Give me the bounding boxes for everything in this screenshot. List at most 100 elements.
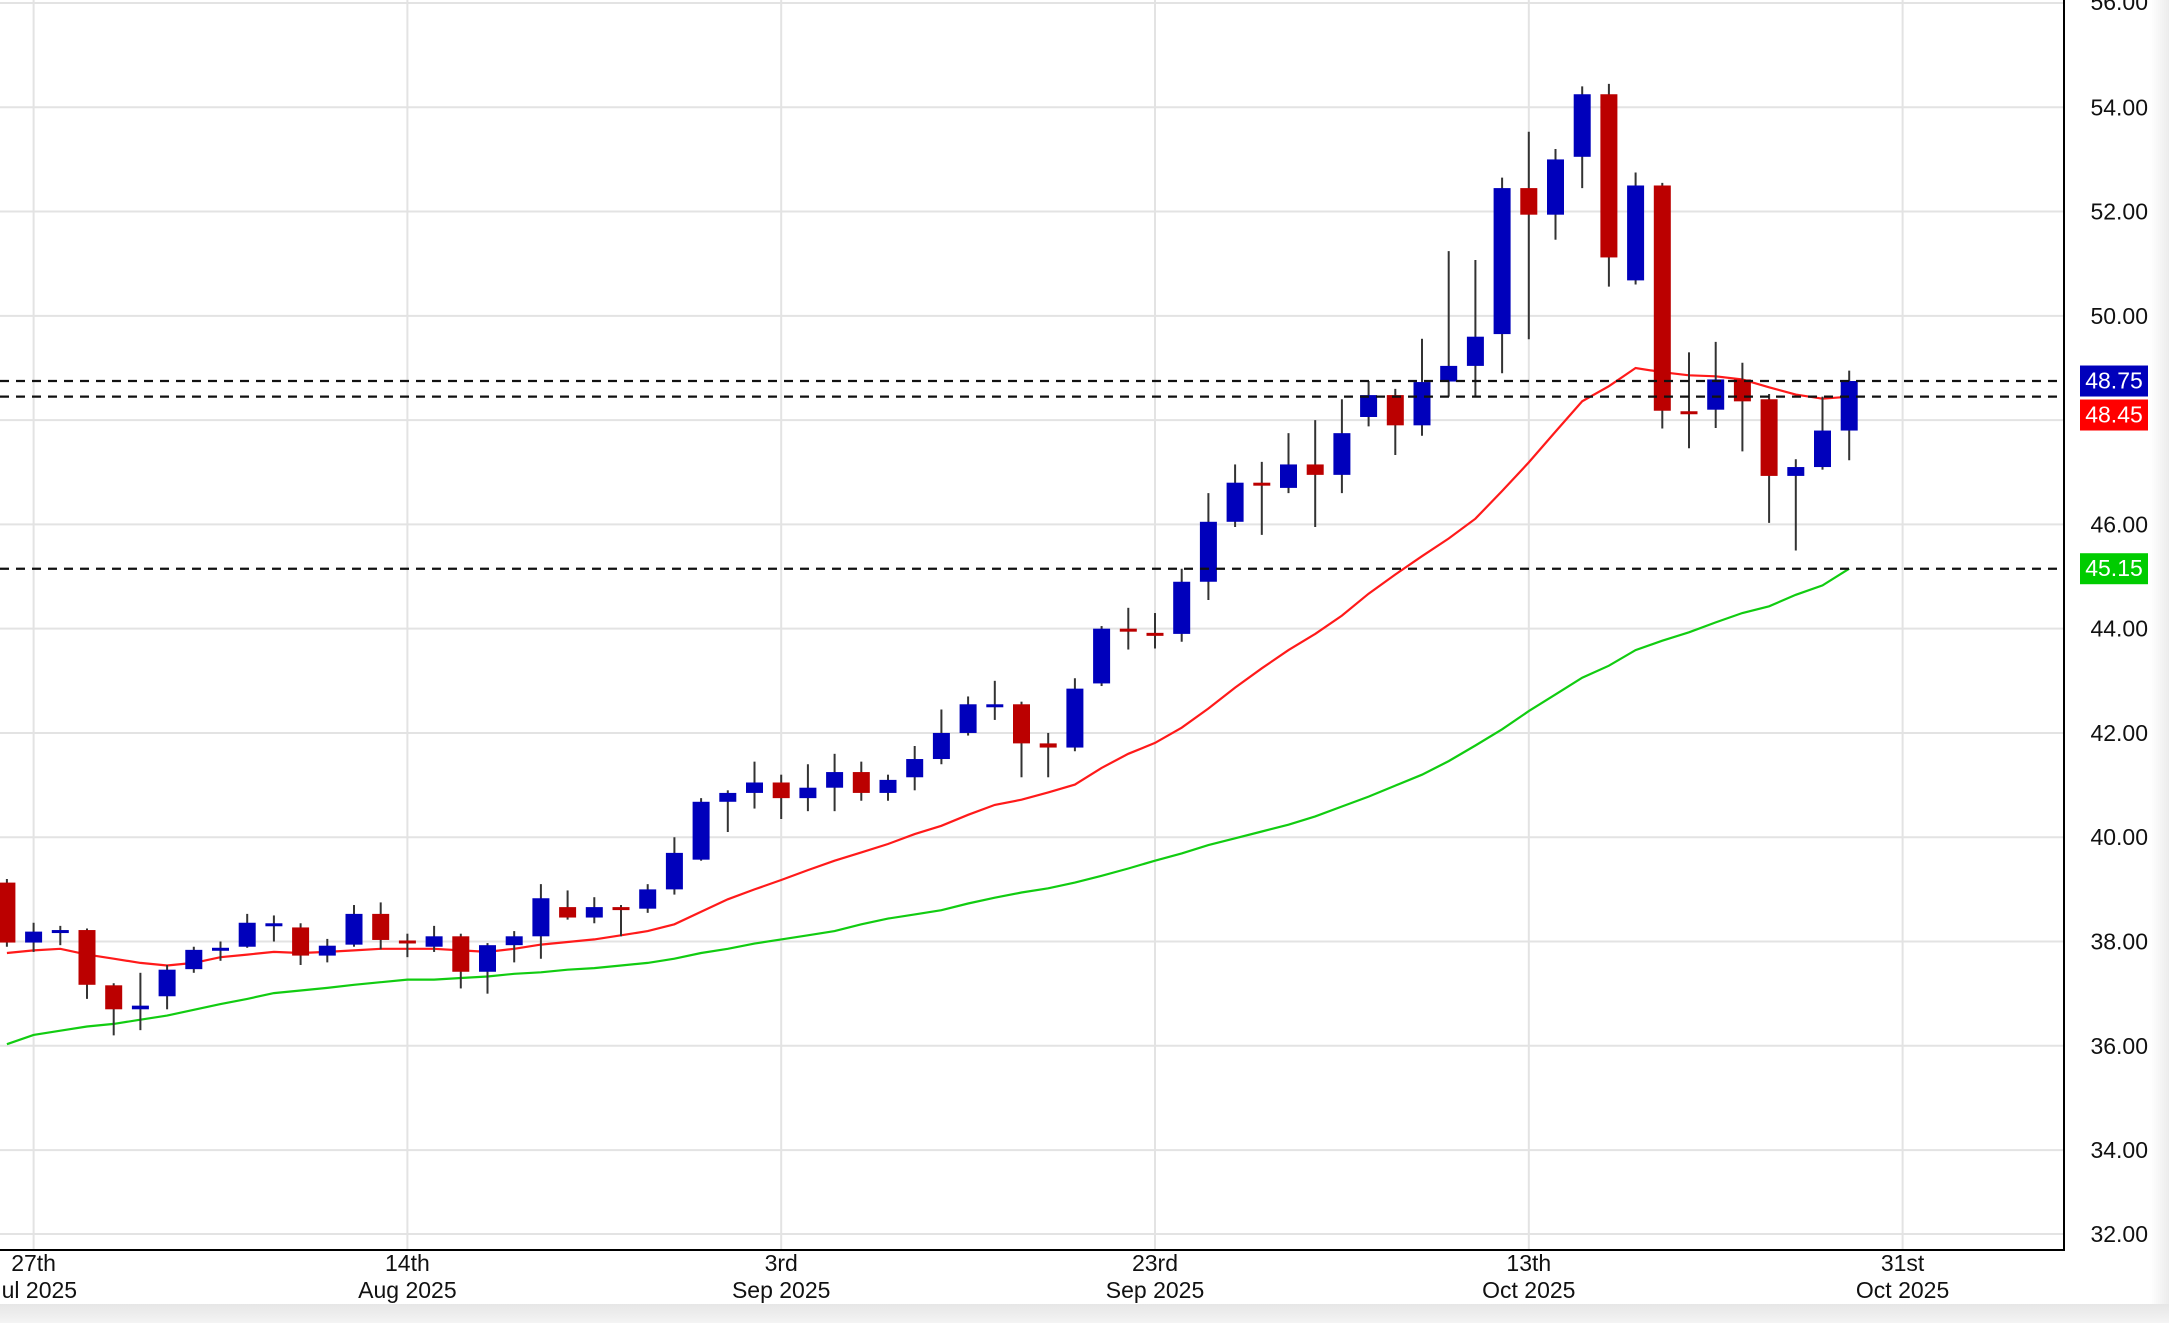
- candle-body-down: [398, 940, 416, 944]
- candle-body-up: [131, 1005, 149, 1010]
- candle-body-down: [1013, 704, 1030, 744]
- x-tick-day: 27th: [11, 1250, 56, 1276]
- candle-body-up: [1173, 581, 1191, 634]
- price-tag-2: [2080, 399, 2148, 431]
- y-tick-label: 32.00: [2090, 1221, 2148, 1247]
- candle-body-down: [1119, 628, 1137, 632]
- price-tag-3: [2080, 553, 2148, 585]
- x-tick-day: 3rd: [765, 1250, 798, 1276]
- candle-body-down: [1600, 94, 1618, 258]
- y-tick-label: 54.00: [2090, 94, 2148, 120]
- right-border: [2150, 0, 2169, 1304]
- candle-body-up: [1333, 433, 1351, 475]
- y-tick-label: 56.00: [2090, 0, 2148, 15]
- candle-body-up: [986, 704, 1004, 708]
- candle-body-up: [1280, 464, 1297, 488]
- candle-body-down: [1653, 185, 1671, 411]
- y-axis-labels: 56.00 54.00 52.00 50.00 46.00 44.00 42.00 40.00…: [2090, 0, 2148, 1247]
- x-tick-day: 13th: [1506, 1250, 1551, 1276]
- candle-body-up: [665, 852, 683, 890]
- candle-body-up: [719, 792, 737, 802]
- candle-body-up: [1573, 94, 1591, 157]
- candle-body-up: [692, 801, 710, 860]
- candle-body-down: [1253, 482, 1271, 486]
- candle-body-up: [345, 913, 363, 945]
- x-tick-month: Oct 2025: [1482, 1277, 1575, 1303]
- candle-body-up: [212, 947, 229, 951]
- candle-body-up: [479, 945, 496, 972]
- y-tick-label: 52.00: [2090, 199, 2148, 225]
- candle-body-up: [1199, 521, 1217, 582]
- y-tick-label: 50.00: [2090, 303, 2148, 329]
- candle-body-down: [1520, 188, 1538, 215]
- candle-body-down: [1146, 632, 1164, 636]
- candle-body-down: [78, 930, 96, 985]
- price-level-lines: [0, 379, 2064, 570]
- gridlines: [0, 0, 2064, 1250]
- price-tag-label: 48.45: [2085, 402, 2143, 428]
- candle-body-up: [532, 898, 550, 937]
- x-tick-month: Sep 2025: [732, 1277, 830, 1303]
- candle-body-up: [959, 704, 977, 733]
- candle-body-up: [318, 945, 336, 956]
- y-tick-label: 40.00: [2090, 824, 2148, 850]
- x-tick-day: 31st: [1881, 1250, 1925, 1276]
- candle-body-up: [1627, 185, 1645, 281]
- price-tag-1: [2080, 365, 2148, 397]
- candle-body-down: [1306, 464, 1324, 475]
- candle-body-up: [1814, 430, 1831, 468]
- y-tick-label: 46.00: [2090, 511, 2148, 537]
- candle-body-up: [265, 923, 283, 927]
- candle-body-up: [932, 732, 950, 760]
- candle-body-up: [906, 759, 924, 778]
- y-tick-label: 42.00: [2090, 720, 2148, 746]
- candles: [0, 83, 1858, 1036]
- candle-body-up: [238, 922, 256, 947]
- candle-body-up: [158, 969, 176, 997]
- candle-body-up: [639, 889, 657, 909]
- candle-body-up: [1787, 467, 1805, 476]
- candle-body-up: [1413, 382, 1431, 426]
- candle-body-up: [1360, 395, 1378, 417]
- x-tick-month: Jul 2025: [0, 1277, 77, 1303]
- price-tag-label: 45.15: [2085, 555, 2143, 581]
- y-tick-label: 38.00: [2090, 929, 2148, 955]
- candle-body-up: [425, 936, 443, 947]
- candle-body-down: [1733, 379, 1751, 402]
- candle-body-down: [1760, 399, 1778, 476]
- candle-body-down: [612, 907, 630, 911]
- candle-body-up: [799, 787, 817, 799]
- candle-body-up: [1066, 688, 1084, 748]
- x-tick-day: 14th: [385, 1250, 430, 1276]
- candle-body-down: [1680, 411, 1698, 415]
- fast-moving-average-line: [6, 366, 1850, 967]
- candle-body-up: [746, 782, 763, 793]
- candle-body-down: [452, 936, 470, 972]
- candle-body-up: [585, 907, 603, 918]
- candle-body-down: [852, 772, 870, 793]
- candle-body-down: [105, 985, 123, 1010]
- candle-body-up: [1466, 336, 1484, 366]
- x-tick-month: Oct 2025: [1856, 1277, 1949, 1303]
- candle-body-up: [1493, 188, 1511, 335]
- candle-body-down: [1039, 743, 1057, 748]
- candle-body-up: [1440, 365, 1458, 382]
- moving-averages: [6, 366, 1850, 1046]
- candle-body-up: [505, 936, 523, 946]
- slow-moving-average-line: [6, 567, 1850, 1046]
- candle-body-up: [1707, 379, 1725, 410]
- bottom-border: [0, 1304, 2169, 1323]
- price-tags: 48.75 48.45 45.15: [2080, 365, 2148, 585]
- x-tick-day: 23rd: [1132, 1250, 1178, 1276]
- candle-body-up: [1093, 628, 1111, 684]
- candle-body-up: [1840, 381, 1858, 431]
- candle-body-up: [879, 779, 897, 793]
- y-tick-label: 36.00: [2090, 1033, 2148, 1059]
- candle-body-down: [292, 927, 310, 956]
- candle-body-up: [826, 772, 844, 788]
- x-tick-month: Sep 2025: [1106, 1277, 1204, 1303]
- y-tick-label: 44.00: [2090, 616, 2148, 642]
- price-tag-label: 48.75: [2085, 368, 2143, 394]
